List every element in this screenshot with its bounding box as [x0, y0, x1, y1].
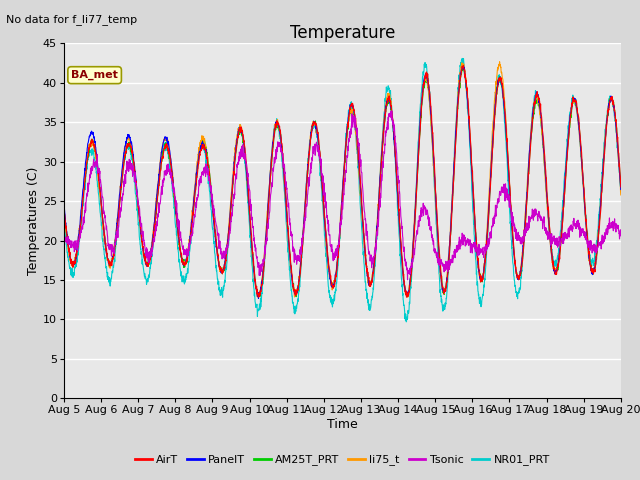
X-axis label: Time: Time [327, 418, 358, 431]
Y-axis label: Temperatures (C): Temperatures (C) [27, 167, 40, 275]
Text: BA_met: BA_met [71, 70, 118, 80]
Title: Temperature: Temperature [290, 24, 395, 42]
Legend: AirT, PanelT, AM25T_PRT, li75_t, Tsonic, NR01_PRT: AirT, PanelT, AM25T_PRT, li75_t, Tsonic,… [131, 450, 554, 470]
Text: No data for f_li77_temp: No data for f_li77_temp [6, 14, 138, 25]
